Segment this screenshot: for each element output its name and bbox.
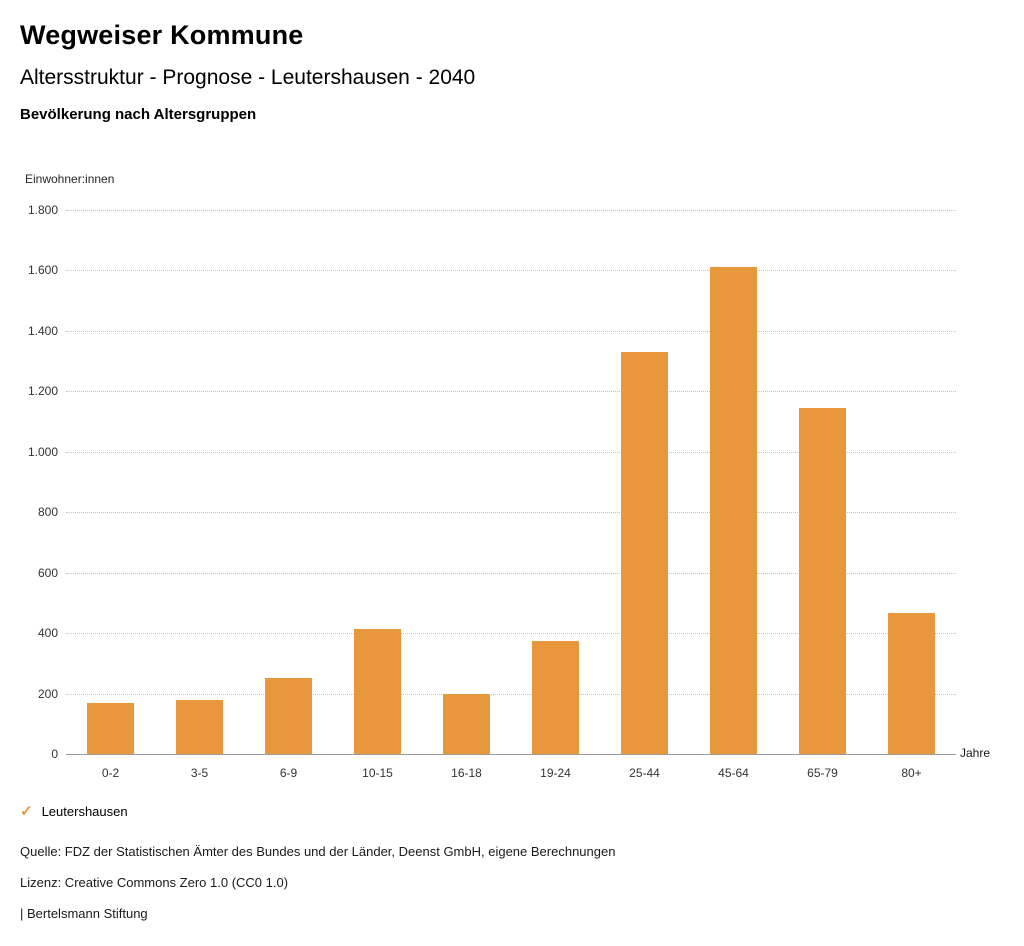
gridline <box>66 633 956 635</box>
bar-45-64[interactable] <box>710 267 757 754</box>
x-tick-label: 65-79 <box>807 766 838 780</box>
x-tick-label: 0-2 <box>101 766 120 780</box>
gridline <box>66 330 956 332</box>
bar-80+[interactable] <box>888 613 935 754</box>
gridline <box>66 693 956 695</box>
y-tick-label: 1.200 <box>27 384 58 399</box>
x-tick-label: 16-18 <box>451 766 482 780</box>
bar-10-15[interactable] <box>354 629 401 754</box>
y-tick-label: 200 <box>37 686 58 701</box>
gridline <box>66 210 956 211</box>
x-axis-label: Jahre <box>960 746 991 760</box>
x-tick-label: 6-9 <box>279 766 298 780</box>
gridline <box>66 512 956 514</box>
bar-6-9[interactable] <box>265 678 312 754</box>
gridline <box>66 572 956 574</box>
gridline <box>66 391 956 393</box>
x-tick-label: 10-15 <box>362 766 393 780</box>
gridline <box>66 451 956 453</box>
bar-65-79[interactable] <box>799 408 846 754</box>
x-tick-label: 3-5 <box>190 766 209 780</box>
bar-0-2[interactable] <box>87 703 134 754</box>
license-text: Lizenz: Creative Commons Zero 1.0 (CC0 1… <box>20 875 289 890</box>
legend-label: Leutershausen <box>41 804 128 819</box>
y-tick-label: 600 <box>37 565 58 580</box>
chart-heading: Bevölkerung nach Altersgruppen <box>20 106 257 123</box>
legend-check-icon: ✓ <box>20 803 33 820</box>
attribution-text: | Bertelsmann Stiftung <box>20 906 148 921</box>
x-axis: 0-2 3-5 6-9 10-15 16-18 19-24 25-44 45-64 65-79 8… <box>66 766 956 784</box>
y-tick-label: 1.000 <box>27 444 58 459</box>
legend[interactable]: ✓ Leutershausen <box>20 804 128 819</box>
y-axis: 0 200 400 600 800 1.000 1.200 1.400 1.600 1.800 <box>0 203 58 770</box>
app-title: Wegweiser Kommune <box>20 20 304 50</box>
bar-16-18[interactable] <box>443 694 490 754</box>
gridline <box>66 270 956 272</box>
bar-19-24[interactable] <box>532 641 579 754</box>
x-tick-label: 45-64 <box>718 766 749 780</box>
y-tick-label: 1.400 <box>27 323 58 338</box>
x-tick-label: 25-44 <box>629 766 660 780</box>
y-axis-label: Einwohner:innen <box>25 172 115 186</box>
source-text: Quelle: FDZ der Statistischen Ämter des … <box>20 844 616 859</box>
bar-25-44[interactable] <box>621 352 668 754</box>
bar-3-5[interactable] <box>176 700 223 754</box>
x-tick-label: 19-24 <box>540 766 571 780</box>
plot-area <box>66 210 956 755</box>
x-axis-baseline <box>66 754 956 755</box>
y-tick-label: 1.600 <box>27 263 58 278</box>
x-tick-label: 80+ <box>901 766 922 780</box>
y-tick-label: 0 <box>51 747 58 761</box>
y-tick-label: 800 <box>37 505 58 520</box>
y-tick-label: 1.800 <box>27 203 58 217</box>
y-tick-label: 400 <box>37 626 58 641</box>
page-subtitle: Altersstruktur - Prognose - Leutershause… <box>20 66 476 89</box>
